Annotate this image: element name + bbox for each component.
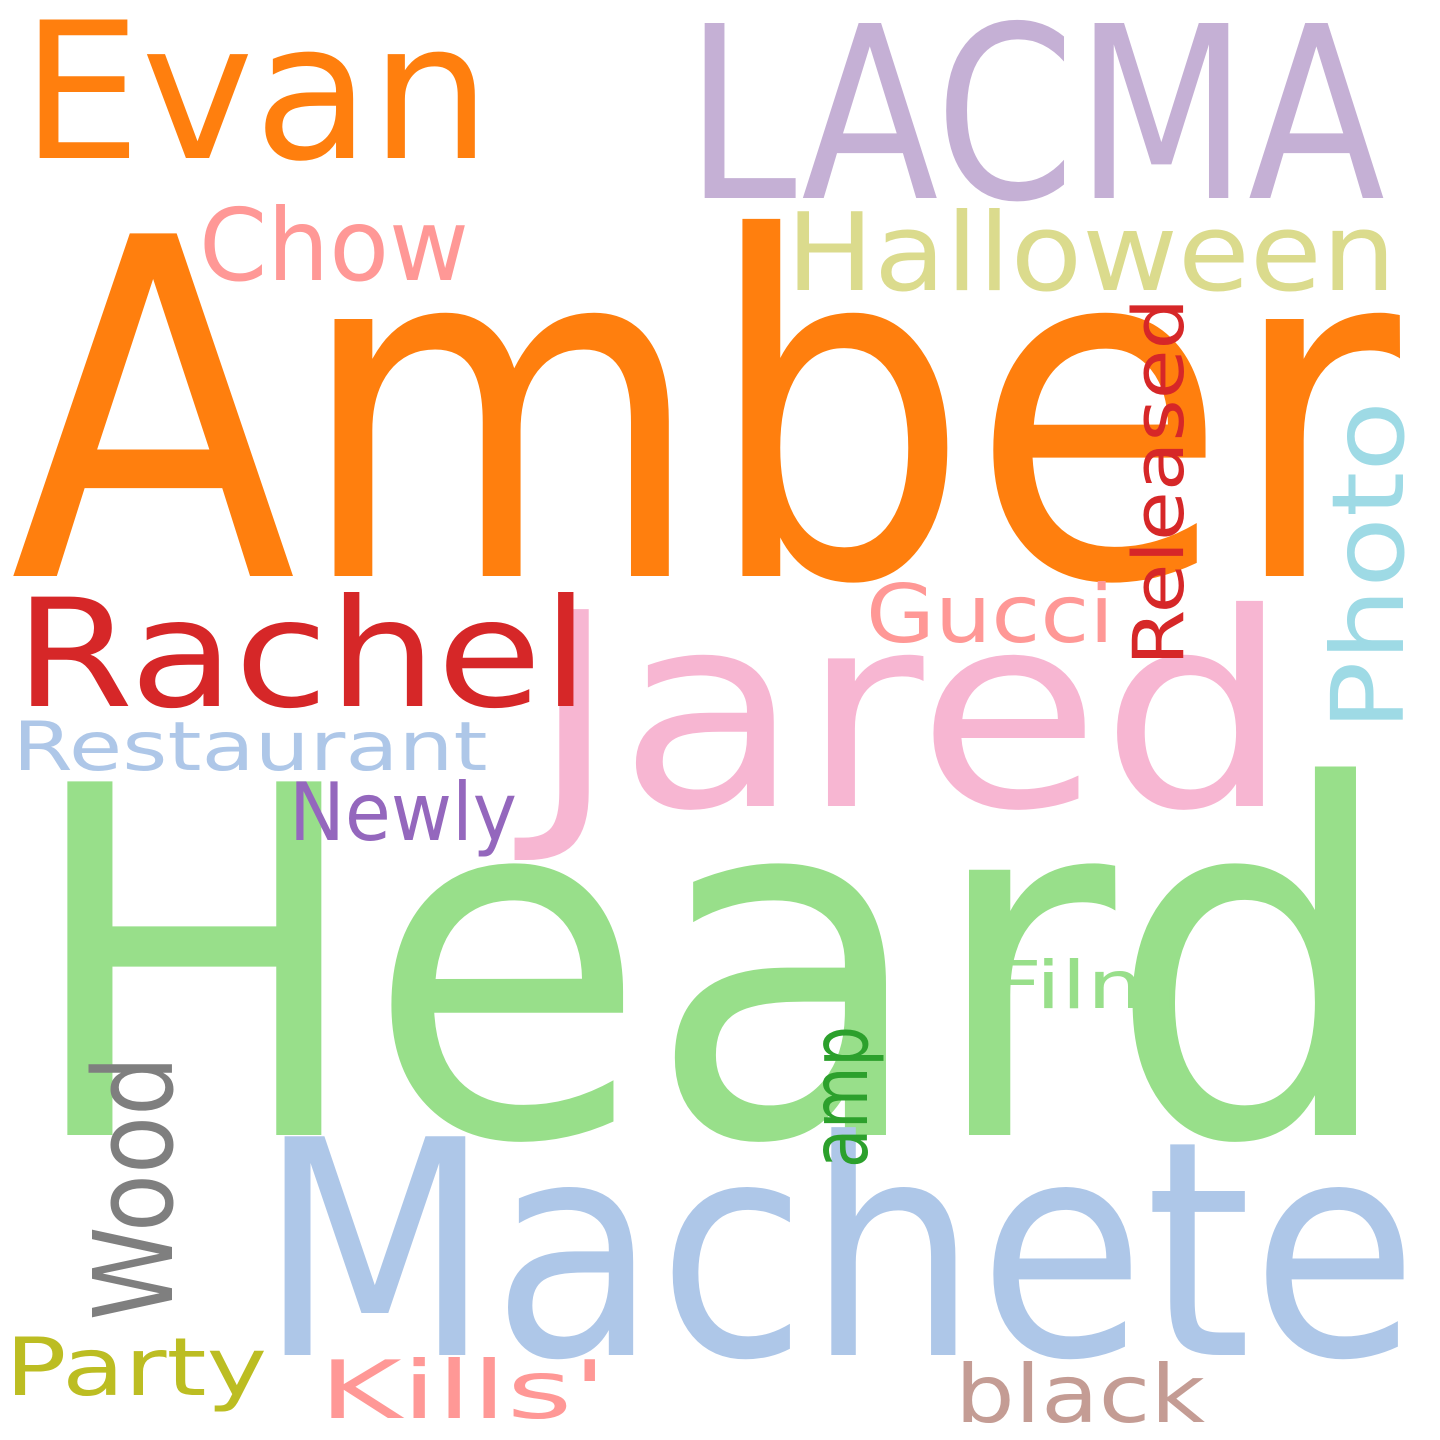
word-rachel: Rachel xyxy=(15,568,590,742)
word-amber: Amber xyxy=(10,140,1404,687)
word-machete: Machete xyxy=(258,1077,1418,1426)
word-chow: Chow xyxy=(199,187,469,304)
word-black: black xyxy=(955,1348,1206,1440)
word-evan: Evan xyxy=(21,0,491,203)
word-halloween: Halloween xyxy=(786,191,1396,316)
word-party: Party xyxy=(5,1321,267,1414)
word-gucci: Gucci xyxy=(866,568,1114,661)
word-restaurant: Restaurant xyxy=(13,708,488,787)
word-jared: Jared xyxy=(511,555,1290,870)
word-film: Film xyxy=(989,947,1177,1024)
word-wood: Wood xyxy=(70,1056,198,1321)
word-heard: Heard xyxy=(23,686,1398,1250)
word-newly: Newly xyxy=(289,766,517,859)
word-amp: amp xyxy=(796,1026,886,1168)
word-kills: Kills' xyxy=(319,1344,607,1437)
word-photo: Photo xyxy=(1310,401,1427,731)
word-lacma: LACMA xyxy=(685,0,1385,255)
word-released: Released xyxy=(1118,298,1200,666)
